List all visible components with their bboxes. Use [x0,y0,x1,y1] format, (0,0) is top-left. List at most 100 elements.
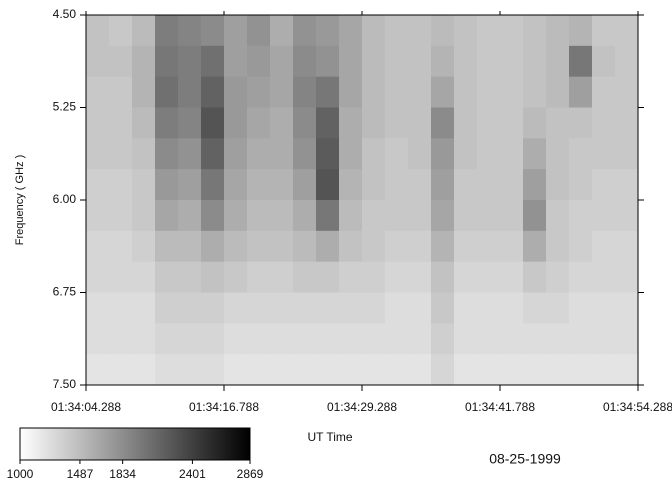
heatmap-cell [569,45,593,78]
heatmap-cell [316,354,340,386]
heatmap-cell [615,138,639,170]
heatmap-cell [293,230,317,263]
heatmap-cell [523,292,547,324]
heatmap-cell [454,230,478,263]
heatmap-cell [569,230,593,263]
heatmap-cell [615,261,639,293]
heatmap-cell [431,76,455,108]
heatmap-cell [316,323,340,355]
heatmap-cell [500,323,524,355]
heatmap-cell [615,323,639,355]
heatmap-cell [132,169,156,201]
heatmap-cell [293,323,317,355]
heatmap-cell [201,169,225,201]
heatmap-cell [362,76,386,108]
heatmap-cell [523,323,547,355]
heatmap-cell [592,76,616,108]
heatmap-cell [569,107,593,139]
heatmap-cell [293,354,317,386]
heatmap-cell [523,261,547,293]
heatmap-cell [109,15,133,47]
heatmap-cell [385,107,409,139]
heatmap-cell [523,107,547,139]
heatmap-cell [270,354,294,386]
heatmap-cell [454,323,478,355]
heatmap-cell [109,230,133,263]
heatmap-cell [247,261,271,293]
heatmap-cell [224,200,248,232]
heatmap-cell [615,15,639,47]
heatmap-cell [178,261,202,293]
heatmap-cell [431,354,455,386]
heatmap-cell [86,15,110,47]
heatmap-cell [431,15,455,47]
heatmap-cell [201,76,225,108]
heatmap-cell [201,292,225,324]
heatmap-cell [385,354,409,386]
heatmap-cell [454,354,478,386]
heatmap-cell [500,261,524,293]
heatmap-cell [247,169,271,201]
heatmap-cell [178,354,202,386]
heatmap-cell [86,45,110,78]
heatmap-cell [431,323,455,355]
heatmap-cell [132,323,156,355]
heatmap-cell [546,45,570,78]
heatmap-cell [293,15,317,47]
heatmap-cell [569,354,593,386]
heatmap-cell [109,138,133,170]
heatmap-cell [316,15,340,47]
heatmap-cell [385,169,409,201]
heatmap-cell [109,292,133,324]
heatmap-cell [523,354,547,386]
heatmap-cell [569,169,593,201]
heatmap-cell [201,261,225,293]
heatmap-cell [592,323,616,355]
heatmap-cell [178,292,202,324]
colorbar-tick-label: 1834 [109,467,136,481]
heatmap-cell [500,15,524,47]
y-tick-label: 6.00 [53,192,77,206]
heatmap-cell [155,230,179,263]
heatmap-cell [477,107,501,139]
heatmap-cell [500,138,524,170]
heatmap-cell [546,15,570,47]
colorbar-tick-label: 2401 [179,467,206,481]
heatmap-cell [86,169,110,201]
heatmap-cell [224,354,248,386]
heatmap-cell [523,169,547,201]
heatmap-cell [178,323,202,355]
heatmap-cell [408,15,432,47]
heatmap-cell [109,261,133,293]
heatmap-cell [270,200,294,232]
heatmap-cell [339,169,363,201]
heatmap-cell [523,230,547,263]
colorbar-tick-label: 2869 [237,467,264,481]
heatmap-cell [592,230,616,263]
heatmap-cell [201,200,225,232]
heatmap-cell [293,107,317,139]
heatmap-cell [270,323,294,355]
heatmap-cell [155,107,179,139]
heatmap-cell [477,261,501,293]
heatmap-cell [224,76,248,108]
heatmap-cell [454,107,478,139]
heatmap-cell [569,323,593,355]
heatmap-cell [408,107,432,139]
heatmap-cell [362,138,386,170]
heatmap-cell [569,76,593,108]
heatmap-cell [132,354,156,386]
heatmap-cell [109,323,133,355]
x-tick-label: 01:34:29.288 [327,400,397,414]
heatmap-cell [270,107,294,139]
heatmap-cell [592,200,616,232]
heatmap-cell [385,45,409,78]
heatmap-cell [155,323,179,355]
heatmap-cell [569,15,593,47]
heatmap-cell [454,292,478,324]
heatmap-cell [339,15,363,47]
heatmap-cell [247,323,271,355]
heatmap-cell [86,138,110,170]
heatmap-cell [270,76,294,108]
y-tick-label: 7.50 [53,377,77,391]
